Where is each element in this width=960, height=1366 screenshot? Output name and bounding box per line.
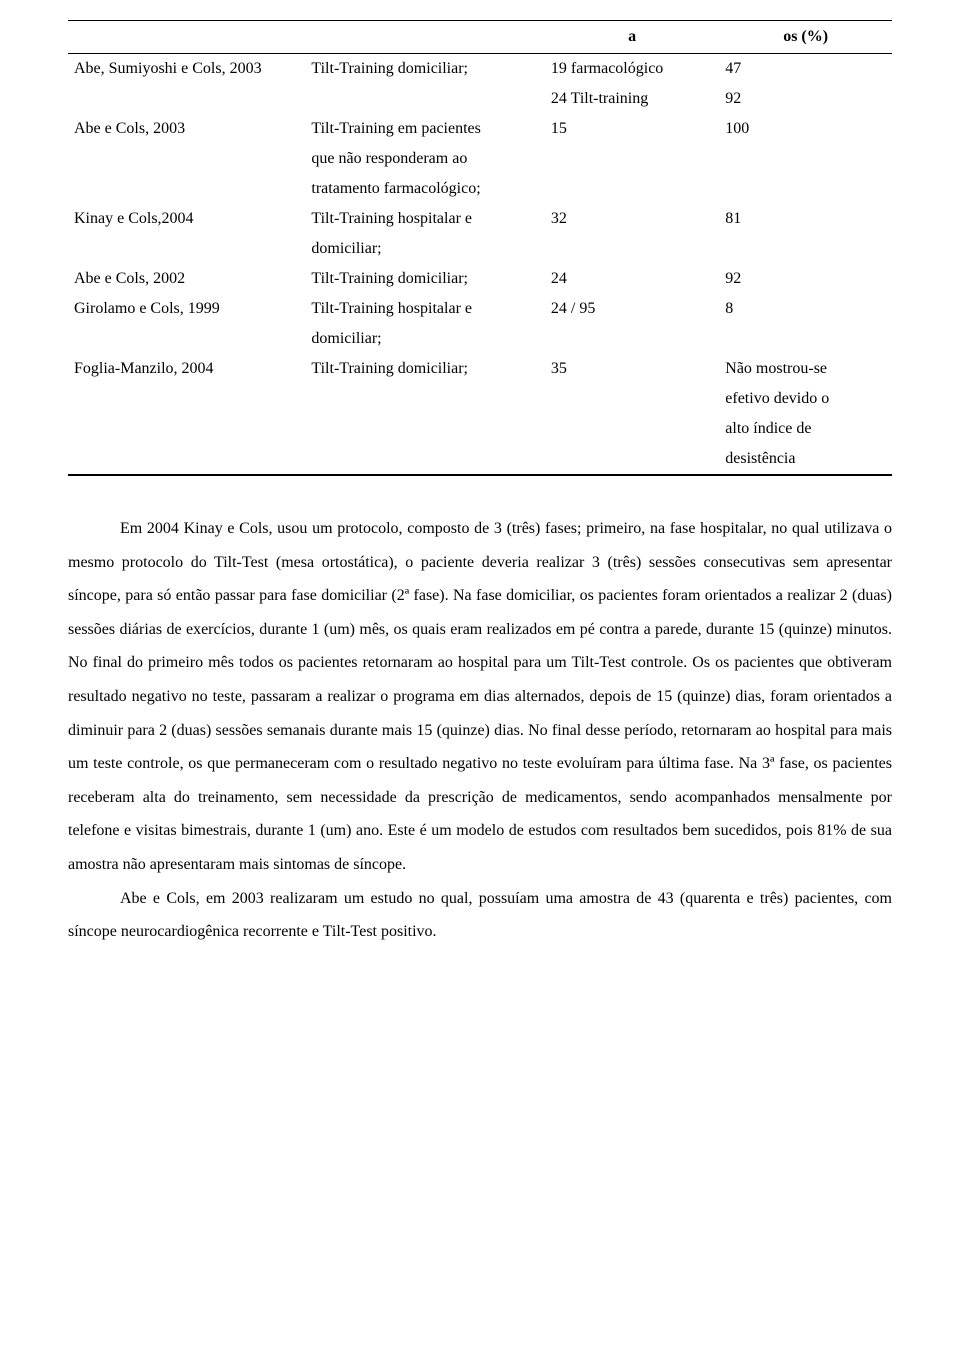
cell-author [68, 384, 305, 414]
cell-author: Kinay e Cols,2004 [68, 204, 305, 234]
cell-os: alto índice de [719, 414, 892, 444]
cell-a [545, 324, 719, 354]
cell-os: 81 [719, 204, 892, 234]
table-row: Kinay e Cols,2004 Tilt-Training hospital… [68, 204, 892, 234]
cell-author [68, 144, 305, 174]
header-method [305, 21, 545, 54]
cell-a [545, 384, 719, 414]
cell-method: domiciliar; [305, 234, 545, 264]
cell-os: 47 [719, 54, 892, 85]
cell-author [68, 324, 305, 354]
cell-method: Tilt-Training hospitalar e [305, 204, 545, 234]
cell-os: 92 [719, 264, 892, 294]
cell-a: 35 [545, 354, 719, 384]
table-row: domiciliar; [68, 324, 892, 354]
cell-author [68, 174, 305, 204]
table-row: Girolamo e Cols, 1999 Tilt-Training hosp… [68, 294, 892, 324]
cell-method: Tilt-Training domiciliar; [305, 264, 545, 294]
cell-a [545, 234, 719, 264]
table-body: Abe, Sumiyoshi e Cols, 2003 Tilt-Trainin… [68, 54, 892, 476]
table-row: Abe e Cols, 2003 Tilt-Training em pacien… [68, 114, 892, 144]
cell-a: 15 [545, 114, 719, 144]
cell-author: Girolamo e Cols, 1999 [68, 294, 305, 324]
cell-os [719, 144, 892, 174]
table-row: desistência [68, 444, 892, 475]
cell-os [719, 324, 892, 354]
cell-method: que não responderam ao [305, 144, 545, 174]
cell-method: tratamento farmacológico; [305, 174, 545, 204]
cell-method [305, 384, 545, 414]
cell-author: Abe, Sumiyoshi e Cols, 2003 [68, 54, 305, 85]
body-paragraph-2: Abe e Cols, em 2003 realizaram um estudo… [68, 882, 892, 949]
header-a: a [545, 21, 719, 54]
studies-table: a os (%) Abe, Sumiyoshi e Cols, 2003 Til… [68, 20, 892, 476]
cell-a [545, 414, 719, 444]
cell-a: 24 Tilt-training [545, 84, 719, 114]
cell-author: Foglia-Manzilo, 2004 [68, 354, 305, 384]
table-row: 24 Tilt-training 92 [68, 84, 892, 114]
cell-os [719, 174, 892, 204]
cell-os: 100 [719, 114, 892, 144]
cell-method: domiciliar; [305, 324, 545, 354]
cell-method: Tilt-Training domiciliar; [305, 54, 545, 85]
cell-a: 32 [545, 204, 719, 234]
cell-author [68, 234, 305, 264]
cell-method: Tilt-Training hospitalar e [305, 294, 545, 324]
table-row: Abe e Cols, 2002 Tilt-Training domicilia… [68, 264, 892, 294]
table-row: Abe, Sumiyoshi e Cols, 2003 Tilt-Trainin… [68, 54, 892, 85]
cell-a [545, 144, 719, 174]
cell-author [68, 444, 305, 475]
cell-a [545, 444, 719, 475]
cell-os: efetivo devido o [719, 384, 892, 414]
cell-author: Abe e Cols, 2003 [68, 114, 305, 144]
table-row: domiciliar; [68, 234, 892, 264]
table-row: efetivo devido o [68, 384, 892, 414]
cell-a [545, 174, 719, 204]
cell-method: Tilt-Training domiciliar; [305, 354, 545, 384]
cell-os [719, 234, 892, 264]
cell-method [305, 414, 545, 444]
header-os: os (%) [719, 21, 892, 54]
cell-author: Abe e Cols, 2002 [68, 264, 305, 294]
cell-a: 24 [545, 264, 719, 294]
cell-author [68, 414, 305, 444]
cell-os: Não mostrou-se [719, 354, 892, 384]
header-author [68, 21, 305, 54]
paragraph-text: Abe e Cols, em 2003 realizaram um estudo… [68, 890, 892, 941]
cell-author [68, 84, 305, 114]
cell-os: 8 [719, 294, 892, 324]
cell-os: desistência [719, 444, 892, 475]
cell-method [305, 444, 545, 475]
paragraph-text: Em 2004 Kinay e Cols, usou um protocolo,… [68, 520, 892, 873]
body-paragraph-1: Em 2004 Kinay e Cols, usou um protocolo,… [68, 512, 892, 882]
cell-a: 19 farmacológico [545, 54, 719, 85]
table-row: alto índice de [68, 414, 892, 444]
cell-a: 24 / 95 [545, 294, 719, 324]
cell-method: Tilt-Training em pacientes [305, 114, 545, 144]
table-row: Foglia-Manzilo, 2004 Tilt-Training domic… [68, 354, 892, 384]
table-row: tratamento farmacológico; [68, 174, 892, 204]
table-header-row: a os (%) [68, 21, 892, 54]
table-row: que não responderam ao [68, 144, 892, 174]
cell-os: 92 [719, 84, 892, 114]
cell-method [305, 84, 545, 114]
